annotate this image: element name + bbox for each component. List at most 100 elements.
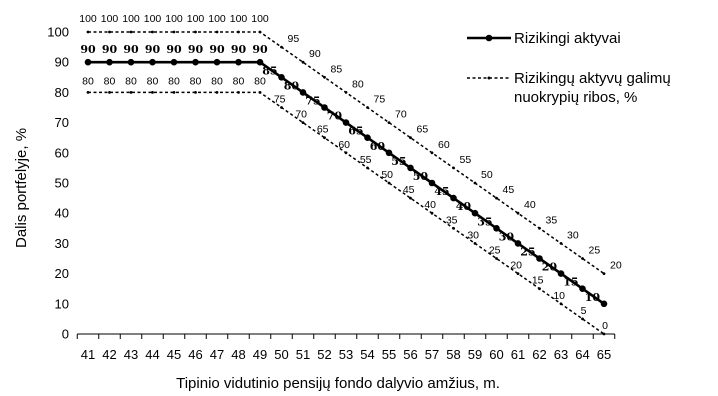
x-tick-label: 49 bbox=[253, 347, 267, 362]
bound-point bbox=[86, 91, 90, 94]
bound-point bbox=[108, 91, 111, 94]
data-label: 75 bbox=[374, 94, 386, 106]
bound-point bbox=[430, 211, 434, 215]
data-label: 60 bbox=[370, 140, 386, 153]
data-label: 60 bbox=[338, 139, 350, 151]
bound-point bbox=[495, 257, 498, 260]
data-label: 80 bbox=[352, 78, 364, 90]
data-label: 100 bbox=[122, 13, 140, 25]
x-tick-label: 65 bbox=[597, 347, 611, 362]
x-tick-label: 64 bbox=[575, 347, 589, 362]
data-point bbox=[321, 104, 328, 111]
data-point bbox=[278, 74, 285, 81]
data-label: 90 bbox=[145, 43, 161, 56]
x-tick-label: 43 bbox=[124, 347, 138, 362]
data-point bbox=[364, 134, 371, 141]
data-label: 25 bbox=[489, 245, 501, 257]
bound-point bbox=[215, 30, 219, 34]
bound-point bbox=[215, 91, 219, 94]
data-point bbox=[106, 58, 113, 66]
bound-point bbox=[366, 106, 369, 109]
bound-point bbox=[129, 30, 133, 34]
bound-point bbox=[280, 106, 283, 109]
x-tick-label: 44 bbox=[145, 347, 159, 362]
data-labels: 9010080901008090100809010080901008090100… bbox=[79, 13, 622, 332]
data-point bbox=[579, 285, 586, 293]
y-tick-label: 30 bbox=[55, 236, 69, 251]
data-point bbox=[192, 58, 199, 66]
bound-point bbox=[237, 91, 240, 94]
x-tick-label: 59 bbox=[468, 347, 482, 362]
legend: Rizikingi aktyvai Rizikingų aktyvų galim… bbox=[467, 30, 671, 106]
bound-point bbox=[581, 257, 584, 260]
data-point bbox=[235, 58, 242, 66]
data-point bbox=[342, 119, 350, 126]
data-label: 55 bbox=[460, 154, 472, 166]
data-label: 80 bbox=[190, 75, 202, 87]
data-label: 100 bbox=[144, 13, 162, 25]
data-label: 60 bbox=[438, 139, 450, 151]
bound-point bbox=[409, 196, 412, 200]
data-label: 80 bbox=[254, 75, 266, 87]
y-axis-ticks: 0 10 20 30 40 50 60 70 80 90 100 bbox=[47, 25, 69, 342]
x-tick-label: 63 bbox=[554, 347, 568, 362]
data-label: 40 bbox=[424, 199, 436, 211]
data-label: 90 bbox=[123, 43, 139, 56]
bound-point bbox=[258, 30, 262, 34]
bound-point bbox=[108, 30, 111, 34]
bound-point bbox=[559, 302, 563, 306]
x-tick-label: 42 bbox=[102, 347, 116, 362]
x-tick-label: 45 bbox=[167, 347, 181, 362]
data-point bbox=[170, 58, 178, 66]
data-label: 85 bbox=[262, 64, 277, 77]
data-label: 90 bbox=[231, 43, 247, 56]
bound-point bbox=[473, 242, 477, 245]
legend-swatch-solid-marker bbox=[485, 34, 493, 42]
data-label: 50 bbox=[413, 170, 429, 183]
y-tick-label: 100 bbox=[47, 25, 69, 40]
data-label: 90 bbox=[188, 43, 204, 56]
bound-point bbox=[344, 151, 348, 155]
bound-point bbox=[258, 91, 262, 94]
bound-point bbox=[366, 166, 369, 170]
data-label: 20 bbox=[510, 260, 522, 272]
data-point bbox=[557, 270, 565, 277]
data-label: 40 bbox=[524, 199, 536, 211]
data-point bbox=[428, 179, 436, 187]
data-label: 30 bbox=[499, 230, 515, 243]
legend-label-bounds-line1: Rizikingų aktyvų galimų bbox=[514, 70, 671, 87]
legend-label-bounds-line2: nuokrypių ribos, % bbox=[514, 89, 637, 106]
bound-point bbox=[538, 287, 541, 291]
bound-point bbox=[86, 30, 90, 34]
data-label: 50 bbox=[381, 169, 393, 181]
data-label: 55 bbox=[391, 155, 406, 168]
x-tick-label: 61 bbox=[511, 347, 525, 362]
bound-point bbox=[323, 75, 326, 79]
data-label: 75 bbox=[274, 94, 286, 106]
data-point bbox=[299, 89, 307, 96]
data-label: 90 bbox=[309, 48, 321, 60]
y-tick-label: 90 bbox=[55, 55, 69, 70]
bound-point bbox=[409, 136, 412, 140]
data-point bbox=[256, 58, 264, 66]
data-label: 100 bbox=[208, 13, 226, 25]
data-point bbox=[84, 58, 92, 66]
data-label: 30 bbox=[567, 229, 579, 241]
x-tick-label: 47 bbox=[210, 347, 224, 362]
bound-point bbox=[172, 30, 176, 34]
bound-point bbox=[452, 226, 455, 230]
data-label: 70 bbox=[295, 109, 307, 121]
bound-point bbox=[495, 196, 498, 200]
data-label: 55 bbox=[360, 154, 372, 166]
data-label: 90 bbox=[209, 43, 225, 56]
y-tick-label: 60 bbox=[55, 145, 69, 160]
series-layer bbox=[84, 30, 608, 336]
x-tick-label: 55 bbox=[382, 347, 396, 362]
data-point bbox=[213, 58, 221, 66]
data-point bbox=[149, 58, 156, 66]
bound-point bbox=[430, 151, 434, 155]
data-label: 100 bbox=[230, 13, 248, 25]
data-label: 100 bbox=[187, 13, 205, 25]
y-tick-label: 70 bbox=[55, 115, 69, 130]
